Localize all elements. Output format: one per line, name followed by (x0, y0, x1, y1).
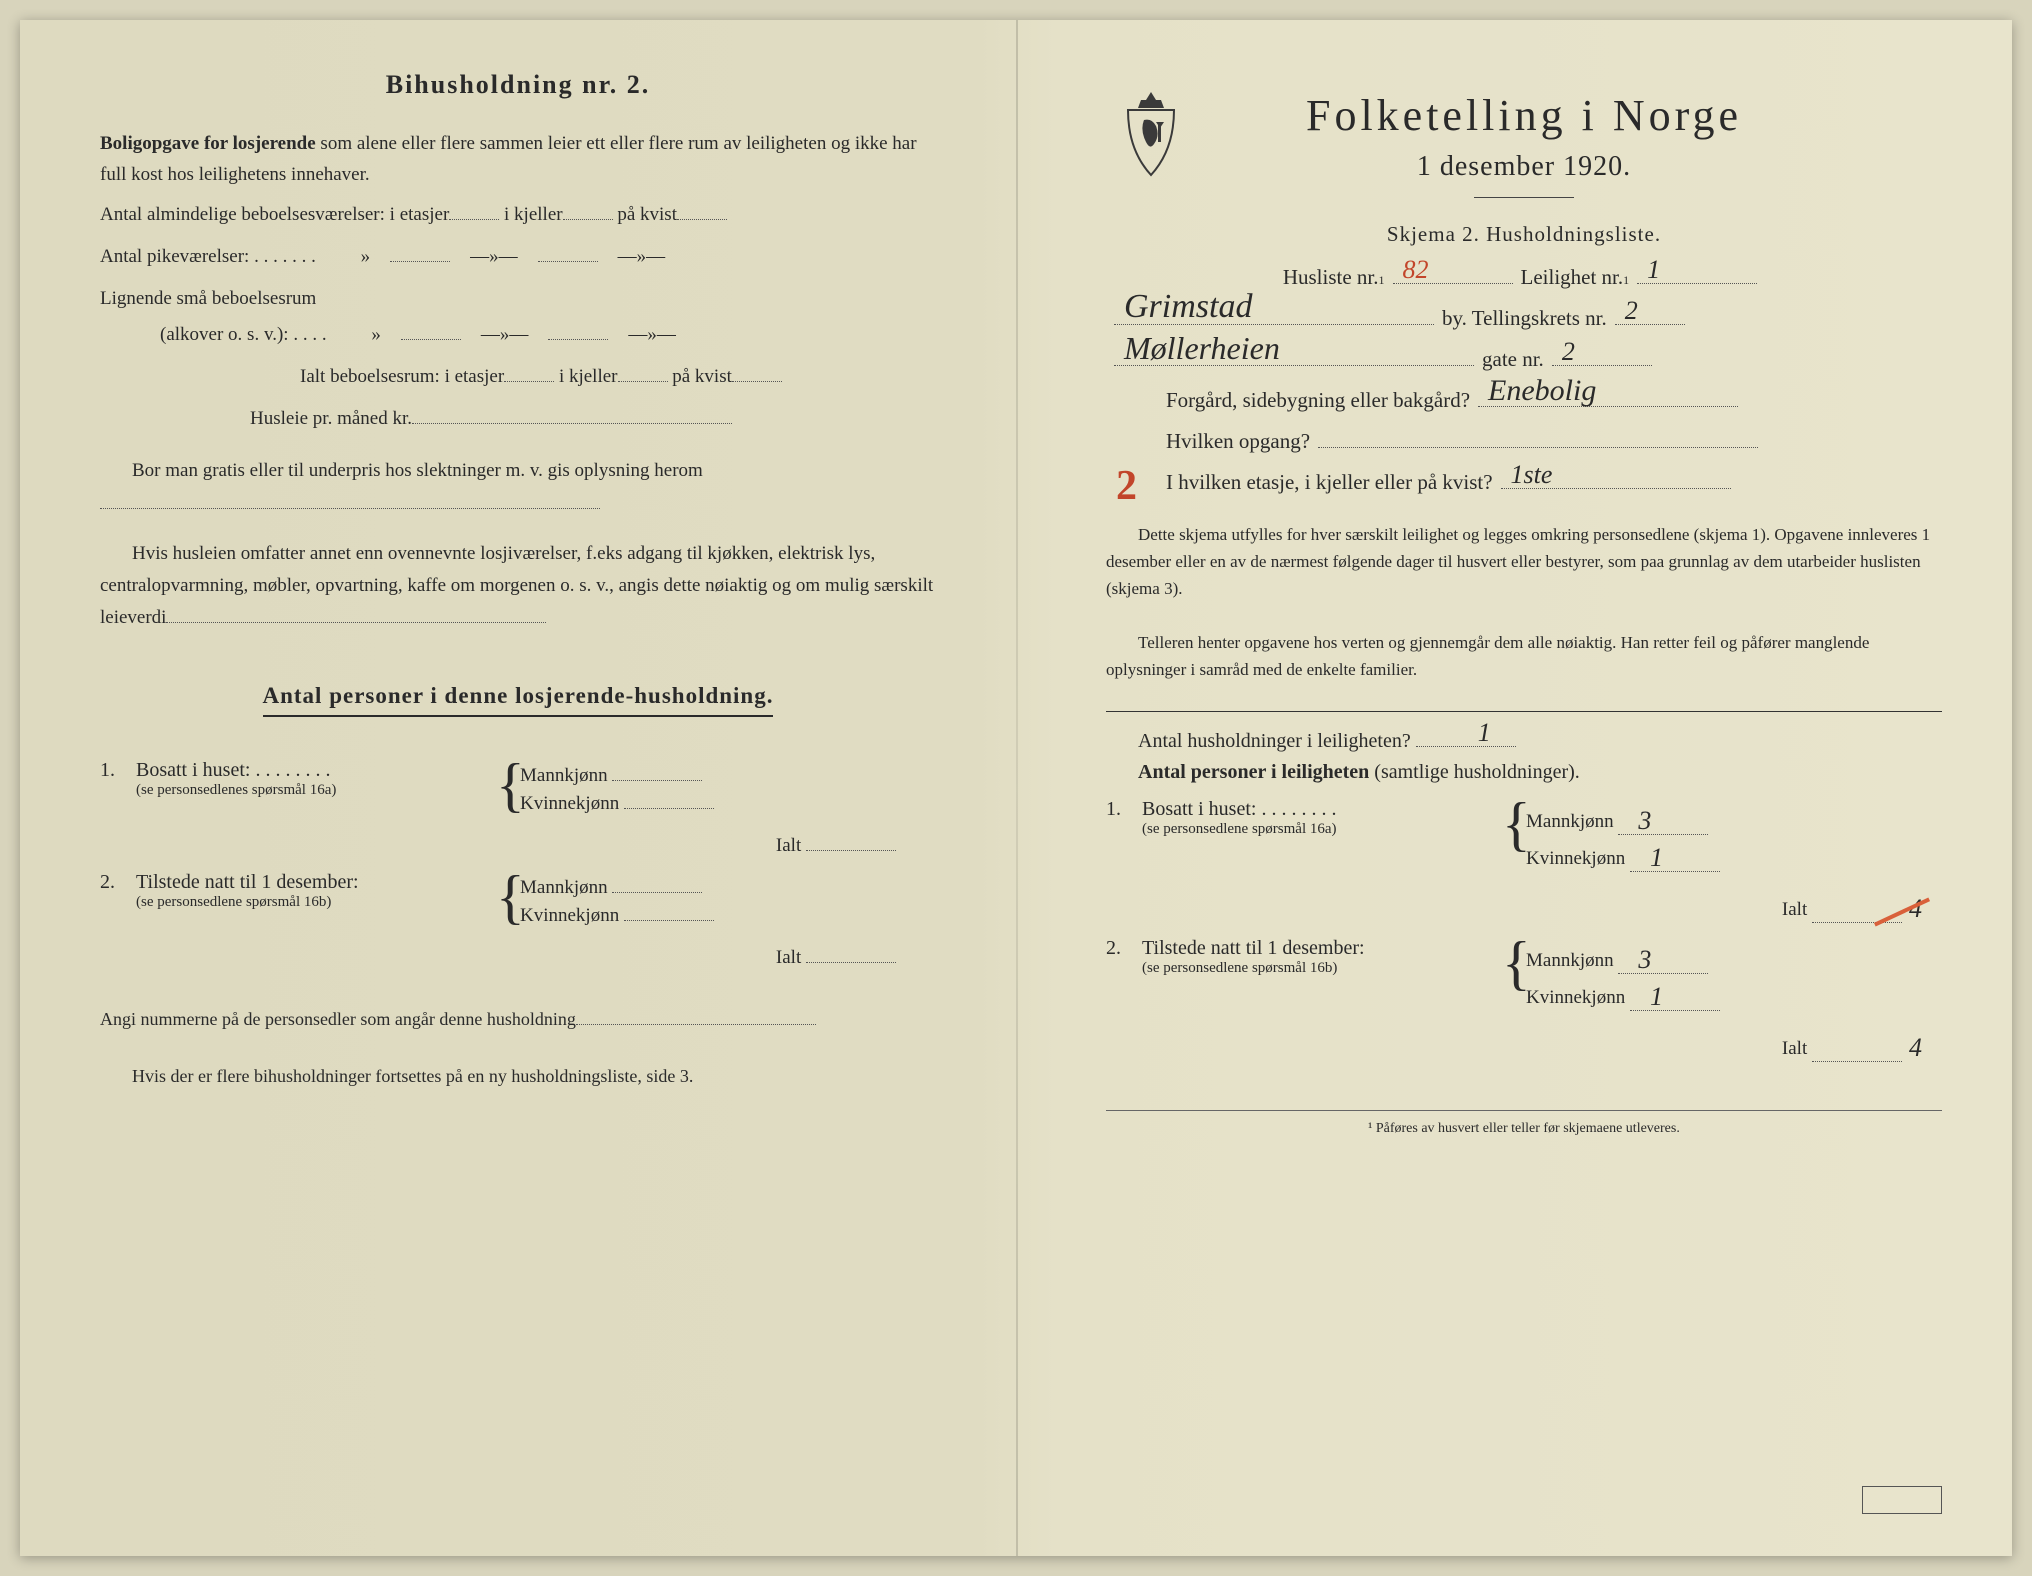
left-intro: Boligopgave for losjerende som alene ell… (100, 128, 936, 191)
right-divider (1106, 711, 1942, 712)
line-forgard: Forgård, sidebygning eller bakgård? Eneb… (1106, 388, 1942, 413)
left-ialt-2: Ialt (100, 947, 936, 969)
para-gratis: Bor man gratis eller til underpris hos s… (100, 455, 936, 520)
right-ialt-1: Ialt 4 (1106, 892, 1942, 923)
line-gate: Møllerheien gate nr. 2 (1106, 347, 1942, 372)
document-spread: Bihusholdning nr. 2. Boligopgave for los… (20, 20, 2012, 1556)
row-antal-vaerelser: Antal almindelige beboelsesværelser: i e… (100, 197, 936, 233)
line-etasje-wrap: 2 I hvilken etasje, i kjeller eller på k… (1106, 470, 1942, 495)
left-item-1: 1. Bosatt i huset: . . . . . . . . (se p… (100, 759, 936, 821)
row-lignende: Lignende små beboelsesrum (alkover o. s.… (100, 281, 936, 353)
printer-stamp (1862, 1486, 1942, 1514)
line-husliste: Husliste nr.1 82 Leilighet nr.1 1 (1106, 265, 1942, 290)
right-footer: ¹ Påføres av husvert eller teller før sk… (1106, 1110, 1942, 1137)
left-item-2: 2. Tilstede natt til 1 desember: (se per… (100, 871, 936, 933)
skjema-line: Skjema 2. Husholdningsliste. (1106, 222, 1942, 247)
red-mark-2: 2 (1116, 462, 1137, 510)
left-foot1: Angi nummerne på de personsedler som ang… (100, 1009, 936, 1030)
row-husleie: Husleie pr. måned kr. (100, 401, 936, 437)
para-husleien: Hvis husleien omfatter annet enn ovennev… (100, 538, 936, 635)
left-page: Bihusholdning nr. 2. Boligopgave for los… (20, 20, 1016, 1556)
right-item-1: 1. Bosatt i huset: . . . . . . . . (se p… (1106, 798, 1942, 878)
main-title: Folketelling i Norge (1106, 90, 1942, 141)
row-pikevaerelser: Antal pikeværelser: . . . . . . . »—»——»… (100, 239, 936, 275)
main-date: 1 desember 1920. (1106, 151, 1942, 183)
left-foot2: Hvis der er flere bihusholdninger fortse… (100, 1066, 936, 1087)
row-ialt-beboelsesrum: Ialt beboelsesrum: i etasjer i kjeller p… (100, 359, 936, 395)
left-title: Bihusholdning nr. 2. (100, 70, 936, 100)
line-etasje: I hvilken etasje, i kjeller eller på kvi… (1106, 470, 1942, 495)
coat-of-arms-icon (1116, 90, 1186, 180)
subsection-wrap: Antal personer i denne losjerende-hushol… (100, 635, 936, 745)
right-item-2: 2. Tilstede natt til 1 desember: (se per… (1106, 937, 1942, 1017)
left-ialt-1: Ialt (100, 835, 936, 857)
q-antal-husholdninger: Antal husholdninger i leiligheten? 1 (1106, 730, 1942, 753)
instructions-1: Dette skjema utfylles for hver særskilt … (1106, 521, 1942, 603)
intro-bold: Boligopgave for losjerende (100, 133, 316, 154)
right-ialt-2: Ialt 4 (1106, 1031, 1942, 1062)
instructions-2: Telleren henter opgavene hos verten og g… (1106, 629, 1942, 683)
title-rule (1474, 197, 1574, 198)
right-page: Folketelling i Norge 1 desember 1920. Sk… (1016, 20, 2012, 1556)
q-antal-personer: Antal personer i leiligheten (samtlige h… (1106, 761, 1942, 784)
left-subsection: Antal personer i denne losjerende-hushol… (263, 683, 774, 717)
line-by: Grimstad by. Tellingskrets nr. 2 (1106, 306, 1942, 331)
line-opgang: Hvilken opgang? (1106, 429, 1942, 454)
